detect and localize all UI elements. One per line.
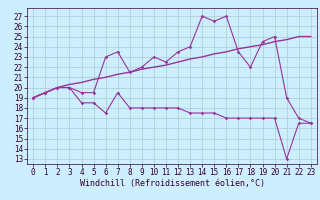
X-axis label: Windchill (Refroidissement éolien,°C): Windchill (Refroidissement éolien,°C) (79, 179, 265, 188)
